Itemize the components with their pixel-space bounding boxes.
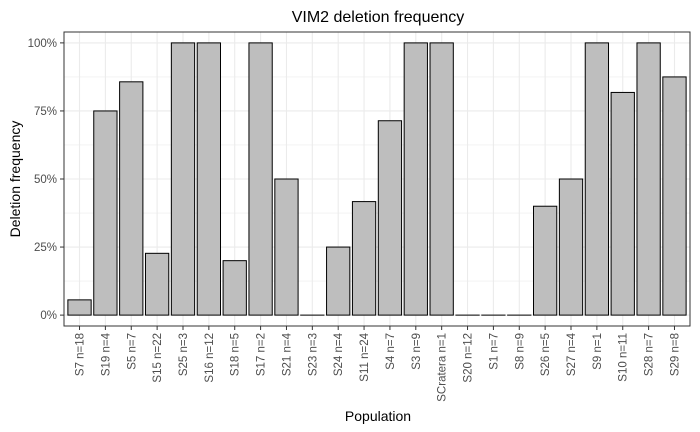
bar <box>326 246 351 316</box>
x-tick-label: S16 n=12 <box>204 333 216 383</box>
bars <box>67 42 687 316</box>
x-tick-label: S27 n=4 <box>566 332 578 376</box>
x-tick-label: S3 n=9 <box>411 333 423 370</box>
x-tick-label: S1 n=7 <box>488 333 500 370</box>
bar <box>377 120 403 316</box>
y-tick-label: 100% <box>28 38 57 50</box>
bar <box>67 299 92 316</box>
x-tick-label: S28 n=7 <box>644 333 656 376</box>
bar <box>636 42 661 316</box>
x-tick-label: S24 n=4 <box>333 332 345 376</box>
y-axis: 0% 25% 50% 75% 100% <box>28 38 64 322</box>
bar <box>533 205 558 316</box>
y-tick-label: 75% <box>34 106 57 118</box>
chart-title: VIM2 deletion frequency <box>292 9 465 26</box>
bar <box>403 42 428 316</box>
x-tick-label: S25 n=3 <box>178 333 190 376</box>
bar <box>610 91 635 316</box>
x-tick-label: S29 n=8 <box>669 333 681 376</box>
bar <box>93 110 118 316</box>
bar <box>429 42 454 316</box>
bar <box>662 76 687 316</box>
bar <box>248 42 273 316</box>
bar <box>351 201 377 316</box>
x-tick-label: S5 n=7 <box>126 333 138 370</box>
x-tick-label: S10 n=11 <box>618 333 630 382</box>
x-tick-label: S18 n=5 <box>230 333 242 376</box>
x-tick-label: S17 n=2 <box>256 333 268 376</box>
bar <box>584 42 610 316</box>
y-tick-label: 50% <box>34 174 57 186</box>
bar <box>222 260 247 316</box>
x-tick-label: S9 n=1 <box>592 333 604 370</box>
bar <box>144 252 170 316</box>
x-tick-label: S26 n=5 <box>540 333 552 376</box>
y-axis-title: Deletion frequency <box>7 121 23 238</box>
x-tick-label: S20 n=12 <box>463 333 475 383</box>
x-tick-label: S23 n=3 <box>307 333 319 376</box>
x-tick-label: S11 n=24 <box>359 332 371 381</box>
x-axis: S7 n=18 S19 n=4 S5 n=7 S15 n=22 S25 n=3 S16 n… <box>75 326 681 402</box>
x-tick-label: S7 n=18 <box>75 333 87 376</box>
x-tick-label: S8 n=9 <box>514 333 526 370</box>
x-tick-label: S21 n=4 <box>281 332 293 376</box>
bar <box>196 42 222 316</box>
bar <box>274 178 299 316</box>
bar <box>558 178 584 316</box>
y-tick-label: 0% <box>40 310 57 322</box>
x-tick-label: SCratera n=1 <box>437 333 449 402</box>
bar <box>170 42 196 316</box>
x-tick-label: S4 n=7 <box>385 333 397 370</box>
x-axis-title: Population <box>345 408 411 424</box>
y-tick-label: 25% <box>34 242 57 254</box>
x-tick-label: S15 n=22 <box>152 333 164 383</box>
bar <box>119 81 144 316</box>
x-tick-label: S19 n=4 <box>100 332 112 376</box>
